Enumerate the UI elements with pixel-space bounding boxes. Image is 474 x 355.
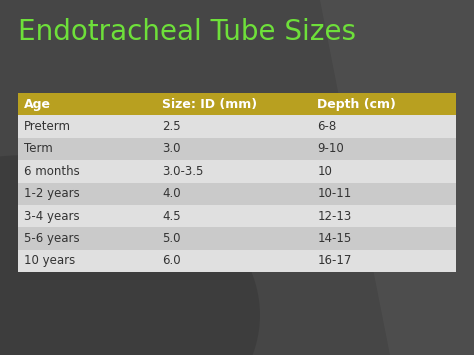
Text: 5-6 years: 5-6 years <box>24 232 80 245</box>
Text: Endotracheal Tube Sizes: Endotracheal Tube Sizes <box>18 18 356 46</box>
Ellipse shape <box>0 155 260 355</box>
Bar <box>156 205 311 227</box>
Bar <box>156 138 311 160</box>
Text: Depth (cm): Depth (cm) <box>318 98 396 111</box>
Text: 16-17: 16-17 <box>318 254 352 267</box>
Bar <box>18 115 156 138</box>
Text: 3.0: 3.0 <box>162 142 181 155</box>
Bar <box>311 227 456 250</box>
Text: 1-2 years: 1-2 years <box>24 187 80 200</box>
Text: Preterm: Preterm <box>24 120 71 133</box>
Bar <box>311 93 456 115</box>
Text: 6 months: 6 months <box>24 165 80 178</box>
Text: 5.0: 5.0 <box>162 232 181 245</box>
Bar <box>18 227 156 250</box>
Text: 3-4 years: 3-4 years <box>24 209 80 223</box>
Text: 4.0: 4.0 <box>162 187 181 200</box>
Text: Size: ID (mm): Size: ID (mm) <box>162 98 257 111</box>
Bar <box>311 182 456 205</box>
Bar <box>18 138 156 160</box>
Text: 14-15: 14-15 <box>318 232 352 245</box>
Text: 10: 10 <box>318 165 332 178</box>
Text: 3.0-3.5: 3.0-3.5 <box>162 165 203 178</box>
Text: Term: Term <box>24 142 53 155</box>
Bar <box>156 160 311 182</box>
Text: 12-13: 12-13 <box>318 209 352 223</box>
Text: 6.0: 6.0 <box>162 254 181 267</box>
Bar <box>156 182 311 205</box>
Bar <box>18 160 156 182</box>
Bar <box>156 250 311 272</box>
Bar <box>311 205 456 227</box>
Bar <box>311 115 456 138</box>
Bar <box>156 227 311 250</box>
Bar <box>311 138 456 160</box>
Bar <box>18 205 156 227</box>
Bar <box>311 250 456 272</box>
Bar <box>18 250 156 272</box>
Polygon shape <box>320 0 474 355</box>
Text: 9-10: 9-10 <box>318 142 344 155</box>
Text: 2.5: 2.5 <box>162 120 181 133</box>
Bar <box>311 160 456 182</box>
Bar <box>18 93 156 115</box>
Bar <box>156 115 311 138</box>
Bar <box>156 93 311 115</box>
Text: 6-8: 6-8 <box>318 120 337 133</box>
Text: 10 years: 10 years <box>24 254 75 267</box>
Text: Age: Age <box>24 98 51 111</box>
Bar <box>18 182 156 205</box>
Text: 10-11: 10-11 <box>318 187 352 200</box>
Text: 4.5: 4.5 <box>162 209 181 223</box>
